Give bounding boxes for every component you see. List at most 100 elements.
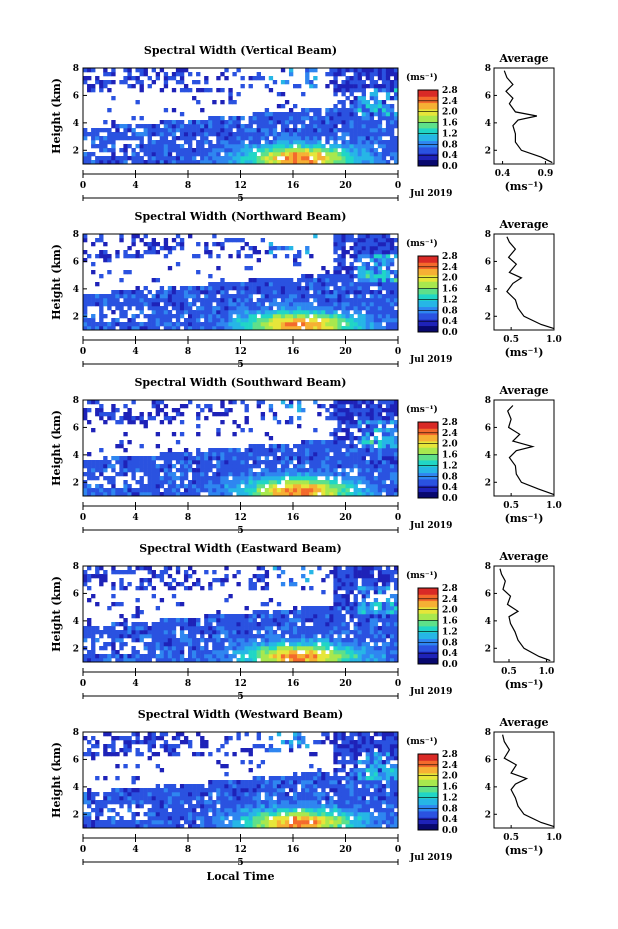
heatmap-cell [329, 310, 334, 315]
heatmap-cell [317, 140, 322, 145]
heatmap-cell [119, 642, 124, 647]
heatmap-cell [131, 136, 136, 141]
heatmap-cell [276, 602, 282, 607]
colorbar-swatch [418, 133, 438, 135]
heatmap-cell [288, 68, 294, 73]
heatmap-cell [393, 420, 399, 425]
heatmap-cell [260, 76, 266, 81]
heatmap-cell [301, 322, 306, 327]
heatmap-cell [175, 654, 181, 659]
heatmap-cell [196, 480, 201, 485]
heatmap-cell [288, 282, 294, 287]
heatmap-cell [365, 266, 371, 271]
heatmap-cell [293, 124, 298, 129]
heatmap-cell [151, 128, 156, 133]
colorbar-swatch [418, 286, 438, 289]
heatmap-cell [228, 642, 233, 647]
heatmap-cell [393, 88, 399, 93]
heatmap-cell [276, 120, 282, 125]
heatmap-cell [321, 128, 326, 133]
heatmap-cell [196, 270, 201, 275]
heatmap-cell [188, 650, 193, 655]
heatmap-cell [309, 488, 314, 493]
heatmap-cell [353, 630, 358, 635]
colorbar-swatch [418, 612, 438, 614]
heatmap-cell [212, 306, 217, 311]
colorbar-swatch [418, 661, 438, 664]
heatmap-cell [373, 614, 379, 619]
heatmap-cell [268, 112, 274, 117]
heatmap-cell [377, 156, 383, 161]
heatmap-cell [381, 314, 387, 319]
heatmap-cell [200, 464, 205, 469]
heatmap-cell [333, 298, 338, 303]
heatmap-cell [357, 242, 362, 247]
colorbar-swatch [418, 653, 438, 656]
heatmap-cell [297, 132, 302, 137]
heatmap-cell [385, 634, 391, 639]
heatmap-cell [393, 488, 399, 493]
heatmap-cell [297, 116, 302, 121]
heatmap-cell [103, 322, 108, 327]
heatmap-cell [389, 626, 395, 631]
heatmap-cell [369, 634, 375, 639]
heatmap-cell [337, 258, 342, 263]
heatmap-cell [252, 586, 257, 591]
heatmap-cell [208, 322, 213, 327]
colorbar-tick-label: 0.4 [442, 483, 458, 493]
heatmap-cell [381, 286, 387, 291]
heatmap-cell [167, 646, 173, 651]
heatmap-cell [329, 432, 334, 437]
profile-line [506, 405, 555, 496]
heatmap-cell [224, 322, 229, 327]
heatmap-cell [385, 472, 391, 477]
heatmap-cell [167, 492, 173, 497]
heatmap-cell [147, 642, 152, 647]
heatmap-cell [236, 448, 241, 453]
colorbar-swatch [418, 318, 438, 320]
heatmap-cell [385, 432, 391, 437]
heatmap-cell [276, 566, 282, 571]
colorbar-swatch [418, 443, 438, 446]
heatmap-cell [139, 254, 144, 259]
heatmap-cell [337, 128, 342, 133]
heatmap-cell [377, 472, 383, 477]
heatmap-cell [131, 152, 136, 157]
heatmap-cell [353, 136, 358, 141]
heatmap-cell [87, 460, 92, 465]
heatmap-cell [369, 566, 375, 571]
heatmap-cell [325, 488, 330, 493]
heatmap-cell [91, 400, 96, 405]
heatmap-cell [256, 250, 261, 255]
heatmap-cell [321, 460, 326, 465]
heatmap-cell [309, 132, 314, 137]
heatmap-cell [365, 606, 371, 611]
heatmap-cell [361, 428, 366, 433]
heatmap-cell [361, 120, 366, 125]
heatmap-cell [268, 278, 274, 283]
heatmap-cell [329, 298, 334, 303]
heatmap-cell [272, 416, 278, 421]
heatmap-cell [357, 80, 362, 85]
heatmap-cell [309, 302, 314, 307]
heatmap-cell [381, 108, 387, 113]
heatmap-cell [236, 306, 241, 311]
heatmap-cell [127, 294, 132, 299]
heatmap-cell [280, 444, 286, 449]
heatmap-cell [284, 246, 290, 251]
heatmap-cell [175, 318, 181, 323]
heatmap-cell [252, 140, 257, 145]
heatmap-cell [135, 492, 140, 497]
heatmap-cell [87, 68, 92, 73]
colorbar-swatch [418, 449, 438, 452]
heatmap-cell [268, 480, 274, 485]
heatmap-cell [381, 476, 387, 481]
heatmap-cell [111, 298, 116, 303]
heatmap-cell [349, 88, 354, 93]
heatmap-cell [83, 76, 88, 81]
heatmap-cell [139, 484, 144, 489]
heatmap-cell [337, 472, 342, 477]
colorbar-swatch [418, 269, 438, 272]
heatmap-cell [111, 404, 116, 409]
heatmap-cell [297, 112, 302, 117]
